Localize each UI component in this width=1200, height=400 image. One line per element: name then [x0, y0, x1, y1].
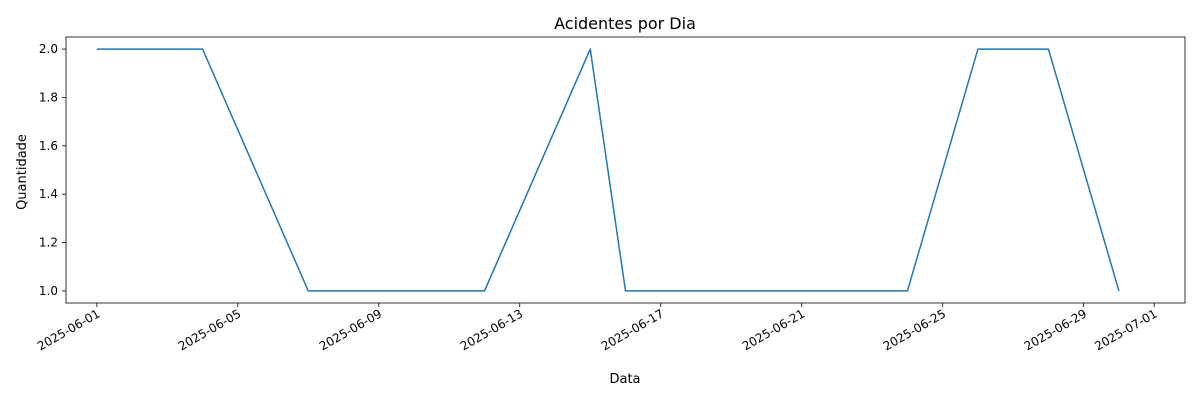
y-tick-label: 1.2	[39, 236, 58, 250]
plot-area: 1.0 1.2 1.4 1.6 1.8 2.0 2025-06-01 2025-06-05 20…	[35, 36, 1186, 353]
y-tick-label: 2.0	[39, 42, 58, 56]
x-tick-label: 2025-06-25	[881, 306, 948, 353]
x-tick-label: 2025-06-09	[317, 306, 384, 353]
y-tick-label: 1.0	[39, 284, 58, 298]
x-axis-label: Data	[609, 372, 640, 387]
y-tick-label: 1.4	[39, 187, 58, 201]
x-tick-label: 2025-06-05	[176, 306, 243, 353]
y-axis-label: Quantidade	[15, 134, 30, 210]
x-tick-label: 2025-06-13	[458, 306, 525, 353]
chart-title: Acidentes por Dia	[554, 14, 696, 33]
x-tick-label: 2025-06-17	[599, 306, 666, 353]
x-tick-label: 2025-06-21	[740, 306, 807, 353]
series-line-0	[96, 48, 1120, 292]
x-tick-label: 2025-07-01	[1092, 306, 1159, 353]
axes-frame	[65, 36, 1186, 304]
y-tick-label: 1.6	[39, 139, 58, 153]
y-tick-label: 1.8	[39, 90, 58, 104]
x-tick-label: 2025-06-29	[1022, 306, 1089, 353]
x-tick-label: 2025-06-01	[35, 306, 102, 353]
